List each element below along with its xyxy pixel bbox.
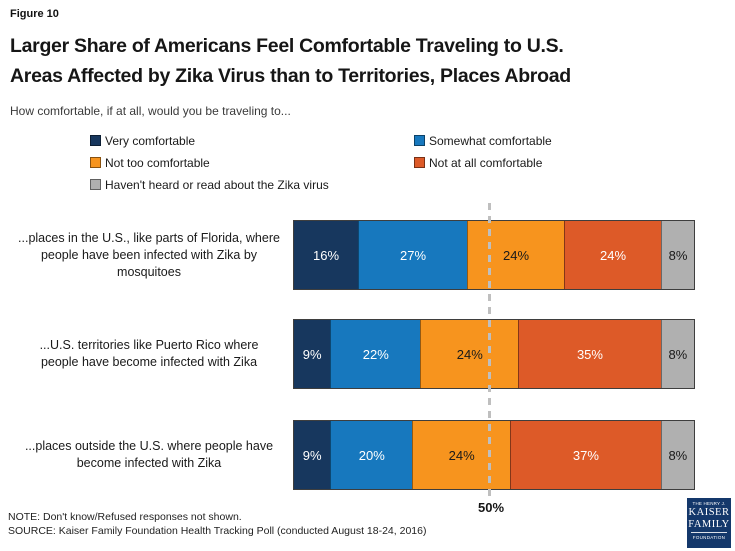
title-line-1: Larger Share of Americans Feel Comfortab… bbox=[10, 35, 564, 57]
legend-swatch-icon bbox=[414, 135, 425, 146]
legend-label: Not at all comfortable bbox=[429, 155, 543, 170]
figure-label: Figure 10 bbox=[10, 8, 59, 20]
logo-line-foundation: FOUNDATION bbox=[691, 532, 727, 540]
legend-item: Somewhat comfortable bbox=[414, 133, 674, 148]
legend-label: Very comfortable bbox=[105, 133, 196, 148]
bar-segment: 24% bbox=[564, 221, 661, 289]
category-label: ...U.S. territories like Puerto Rico whe… bbox=[6, 319, 292, 389]
legend-swatch-icon bbox=[90, 157, 101, 168]
chart-subtitle: How comfortable, if at all, would you be… bbox=[10, 104, 291, 118]
logo-line-kaiser: KAISER bbox=[688, 507, 730, 518]
bar-segment-value: 9% bbox=[302, 346, 322, 362]
source-text: SOURCE: Kaiser Family Foundation Health … bbox=[8, 525, 427, 537]
bar-segment-value: 20% bbox=[358, 447, 385, 463]
legend-item: Not too comfortable bbox=[90, 155, 414, 170]
chart-row: ...places in the U.S., like parts of Flo… bbox=[0, 220, 735, 290]
stacked-bar: 16% 27% 24% 24% 8% bbox=[293, 220, 695, 290]
fifty-percent-reference-line bbox=[488, 203, 491, 498]
bar-segment-value: 27% bbox=[399, 247, 427, 263]
category-label-line: ...U.S. territories like Puerto Rico whe… bbox=[39, 338, 259, 352]
legend-swatch-icon bbox=[90, 179, 101, 190]
legend-label: Haven't heard or read about the Zika vir… bbox=[105, 177, 329, 192]
bar-segment: 8% bbox=[660, 421, 695, 489]
bar-segment-value: 8% bbox=[668, 346, 688, 362]
bar-segment-value: 9% bbox=[302, 447, 322, 463]
bar-segment: 37% bbox=[510, 421, 661, 489]
bar-segment: 35% bbox=[518, 320, 661, 388]
stacked-bar: 9% 20% 24% 37% 8% bbox=[293, 420, 695, 490]
bar-segment: 8% bbox=[660, 320, 694, 388]
bar-segment-value: 35% bbox=[576, 346, 603, 362]
bar-segment-value: 16% bbox=[312, 247, 340, 263]
legend-swatch-icon bbox=[90, 135, 101, 146]
note-text: NOTE: Don't know/Refused responses not s… bbox=[8, 511, 242, 523]
fifty-percent-label: 50% bbox=[477, 500, 505, 515]
legend-label: Somewhat comfortable bbox=[429, 133, 552, 148]
category-label-line: people have become infected with Zika bbox=[40, 355, 258, 369]
bar-segment-value: 8% bbox=[668, 247, 688, 263]
bar-segment: 8% bbox=[661, 221, 694, 289]
category-label-line: ...places outside the U.S. where people … bbox=[24, 439, 274, 453]
category-label-line: ...places in the U.S., like parts of Flo… bbox=[18, 230, 280, 245]
legend-item: Haven't heard or read about the Zika vir… bbox=[90, 177, 674, 192]
bar-segment: 24% bbox=[467, 221, 564, 289]
category-label-line: people have been infected with Zika by bbox=[40, 247, 258, 262]
bar-segment: 20% bbox=[330, 421, 413, 489]
bar-segment-value: 24% bbox=[502, 247, 530, 263]
logo-line-family: FAMILY bbox=[688, 519, 730, 530]
bar-segment: 16% bbox=[294, 221, 358, 289]
logo-line-top: THE HENRY J. bbox=[692, 501, 726, 506]
page-title: Larger Share of Americans Feel Comfortab… bbox=[10, 31, 571, 91]
chart-row: ...places outside the U.S. where people … bbox=[0, 420, 735, 490]
category-label: ...places outside the U.S. where people … bbox=[6, 420, 292, 490]
chart-legend: Very comfortable Somewhat comfortable Not … bbox=[90, 133, 674, 192]
bar-segment: 24% bbox=[412, 421, 511, 489]
bar-segment-value: 22% bbox=[362, 346, 389, 362]
title-line-2: Areas Affected by Zika Virus than to Ter… bbox=[10, 65, 571, 87]
bar-segment: 22% bbox=[330, 320, 421, 388]
chart-row: ...U.S. territories like Puerto Rico whe… bbox=[0, 319, 735, 389]
kaiser-family-foundation-logo: THE HENRY J. KAISER FAMILY FOUNDATION bbox=[687, 498, 731, 548]
bar-segment: 27% bbox=[358, 221, 467, 289]
category-label: ...places in the U.S., like parts of Flo… bbox=[6, 220, 292, 290]
bar-segment-value: 24% bbox=[456, 346, 483, 362]
bar-segment-value: 24% bbox=[599, 247, 627, 263]
legend-item: Very comfortable bbox=[90, 133, 414, 148]
legend-item: Not at all comfortable bbox=[414, 155, 674, 170]
bar-segment: 9% bbox=[294, 320, 331, 388]
bar-segment: 24% bbox=[420, 320, 519, 388]
stacked-bar: 9% 22% 24% 35% 8% bbox=[293, 319, 695, 389]
bar-segment: 9% bbox=[294, 421, 331, 489]
bar-segment-value: 8% bbox=[668, 447, 688, 463]
legend-label: Not too comfortable bbox=[105, 155, 210, 170]
category-label-line: become infected with Zika bbox=[76, 456, 222, 470]
bar-segment-value: 37% bbox=[572, 447, 599, 463]
legend-swatch-icon bbox=[414, 157, 425, 168]
category-label-line: mosquitoes bbox=[117, 264, 181, 279]
bar-segment-value: 24% bbox=[448, 447, 475, 463]
